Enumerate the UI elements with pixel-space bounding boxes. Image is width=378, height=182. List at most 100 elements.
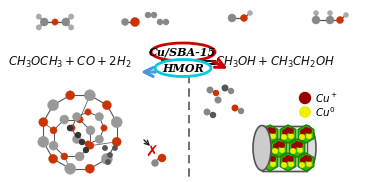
- Circle shape: [270, 161, 276, 167]
- Circle shape: [111, 117, 122, 128]
- Circle shape: [313, 11, 319, 15]
- Circle shape: [158, 19, 163, 25]
- Circle shape: [336, 17, 344, 23]
- Ellipse shape: [253, 126, 271, 171]
- Ellipse shape: [155, 60, 211, 76]
- Circle shape: [85, 109, 91, 115]
- Circle shape: [49, 154, 57, 163]
- Circle shape: [152, 13, 156, 17]
- Polygon shape: [262, 126, 307, 171]
- Circle shape: [306, 133, 312, 139]
- Circle shape: [294, 141, 300, 147]
- Circle shape: [264, 157, 270, 163]
- Circle shape: [36, 25, 42, 30]
- Circle shape: [263, 134, 269, 140]
- Circle shape: [222, 85, 228, 91]
- Circle shape: [232, 105, 238, 111]
- Circle shape: [36, 14, 42, 19]
- Circle shape: [312, 16, 320, 24]
- Circle shape: [50, 127, 57, 134]
- Circle shape: [62, 18, 70, 26]
- Circle shape: [290, 148, 296, 154]
- Circle shape: [52, 19, 58, 25]
- Circle shape: [103, 146, 107, 150]
- Circle shape: [60, 115, 69, 124]
- Circle shape: [228, 88, 234, 94]
- Circle shape: [228, 14, 236, 22]
- Circle shape: [276, 141, 282, 147]
- Circle shape: [248, 11, 253, 15]
- Circle shape: [344, 13, 349, 17]
- Circle shape: [152, 160, 158, 166]
- Circle shape: [327, 11, 333, 15]
- Circle shape: [291, 143, 297, 149]
- Text: $Cu^+$: $Cu^+$: [315, 91, 338, 104]
- Circle shape: [61, 153, 68, 160]
- Circle shape: [263, 162, 269, 168]
- Circle shape: [85, 141, 91, 147]
- Circle shape: [288, 128, 294, 134]
- Circle shape: [84, 147, 88, 153]
- Circle shape: [76, 116, 83, 123]
- Text: $CH_3OH + CH_3CH_2OH$: $CH_3OH + CH_3CH_2OH$: [215, 54, 335, 70]
- Text: $CH_3OCH_3 + CO + 2H_2$: $CH_3OCH_3 + CO + 2H_2$: [8, 54, 132, 70]
- Circle shape: [207, 87, 213, 93]
- Circle shape: [281, 134, 287, 140]
- Circle shape: [267, 155, 273, 161]
- Circle shape: [306, 156, 312, 162]
- Text: $Cu^0$: $Cu^0$: [315, 105, 335, 119]
- Circle shape: [108, 153, 112, 157]
- Circle shape: [288, 133, 294, 139]
- Circle shape: [75, 152, 84, 161]
- Circle shape: [297, 142, 303, 148]
- Circle shape: [279, 147, 285, 153]
- Circle shape: [273, 143, 279, 149]
- Circle shape: [282, 157, 288, 163]
- Circle shape: [288, 161, 294, 167]
- Ellipse shape: [151, 43, 215, 61]
- Circle shape: [264, 129, 270, 135]
- Circle shape: [113, 146, 117, 150]
- Circle shape: [300, 129, 306, 135]
- Circle shape: [326, 16, 334, 24]
- Circle shape: [282, 129, 288, 135]
- Text: ✗: ✗: [146, 145, 158, 159]
- Circle shape: [130, 17, 139, 27]
- Circle shape: [299, 134, 305, 140]
- Circle shape: [39, 118, 48, 127]
- Circle shape: [95, 135, 104, 144]
- Circle shape: [86, 126, 95, 135]
- Circle shape: [164, 19, 169, 25]
- Circle shape: [68, 126, 73, 130]
- Circle shape: [299, 162, 305, 168]
- Circle shape: [299, 106, 310, 118]
- Circle shape: [73, 112, 81, 121]
- Circle shape: [73, 135, 81, 144]
- Circle shape: [204, 109, 210, 115]
- Circle shape: [65, 163, 76, 174]
- Circle shape: [95, 112, 104, 121]
- Circle shape: [87, 142, 94, 149]
- Circle shape: [285, 155, 291, 161]
- Circle shape: [146, 13, 150, 17]
- Circle shape: [303, 127, 309, 133]
- Ellipse shape: [298, 126, 316, 171]
- Circle shape: [281, 162, 287, 168]
- Circle shape: [300, 157, 306, 163]
- Circle shape: [106, 160, 110, 164]
- Circle shape: [66, 91, 75, 100]
- Circle shape: [279, 142, 285, 148]
- Circle shape: [272, 148, 278, 154]
- Circle shape: [84, 90, 95, 101]
- Circle shape: [299, 92, 310, 104]
- Circle shape: [121, 19, 129, 25]
- Circle shape: [306, 161, 312, 167]
- Circle shape: [270, 128, 276, 134]
- Circle shape: [101, 153, 112, 164]
- Circle shape: [79, 139, 85, 145]
- Circle shape: [40, 18, 48, 26]
- Circle shape: [48, 100, 59, 111]
- Circle shape: [38, 136, 49, 147]
- Circle shape: [288, 156, 294, 162]
- Circle shape: [85, 164, 94, 173]
